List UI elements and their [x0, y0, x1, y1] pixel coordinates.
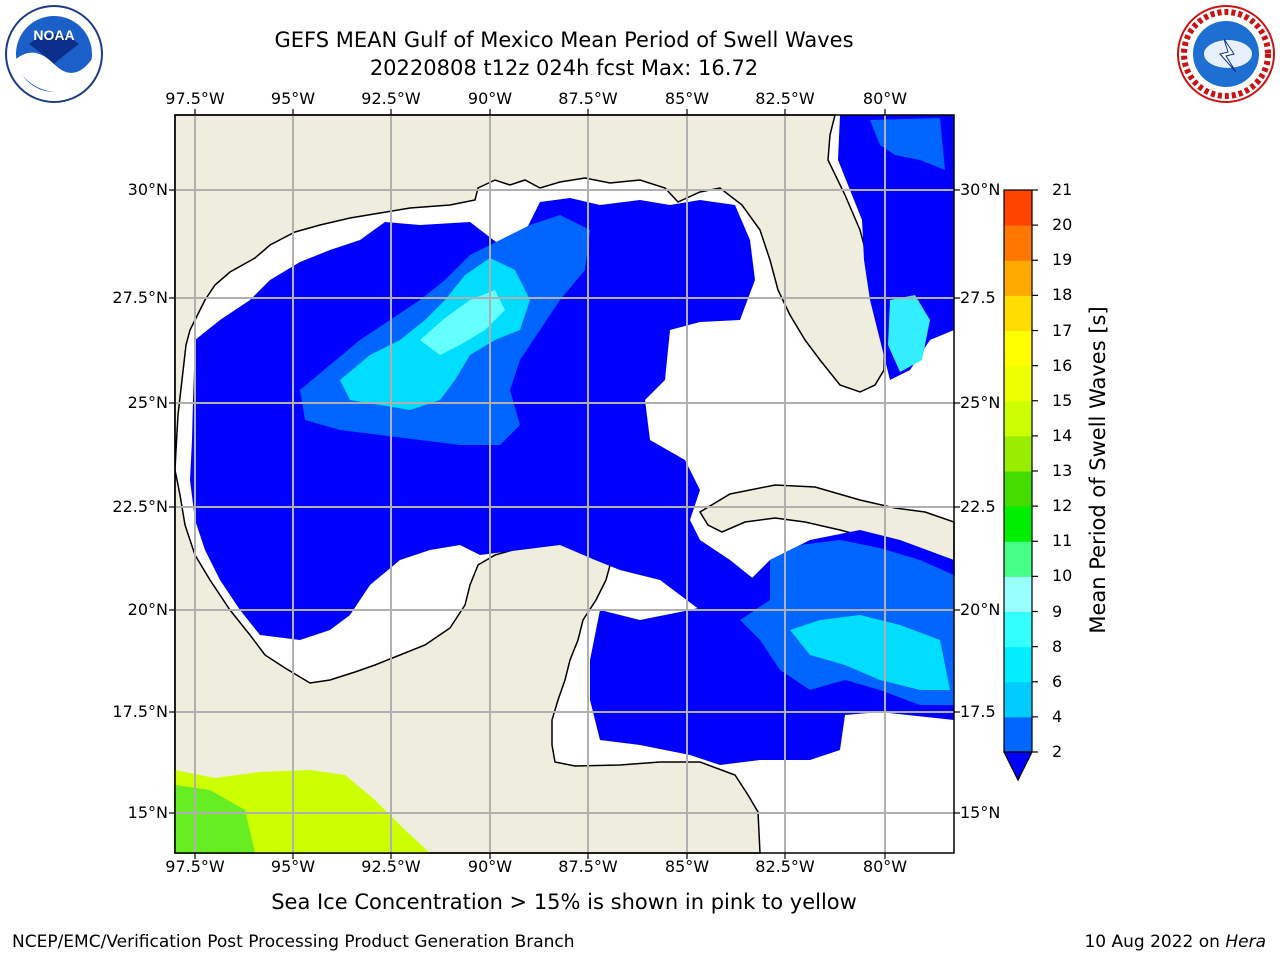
footer-host: Hera: [1225, 932, 1266, 952]
colorbar-segment: [1004, 506, 1032, 542]
lon-label-top: 85°W: [664, 89, 710, 108]
colorbar-segment: [1004, 260, 1032, 296]
lon-label-bottom: 97.5°W: [165, 857, 225, 876]
colorbar-segment: [1004, 225, 1032, 261]
colorbar-tick-label: 9: [1052, 601, 1063, 621]
lon-label-bottom: 90°W: [467, 857, 513, 876]
noaa-logo-icon: NOAA: [4, 4, 104, 104]
lat-label-left: 15°N: [127, 803, 168, 822]
lat-label-right: 27.5: [960, 288, 996, 307]
lat-label-right: 20°N: [960, 600, 1001, 619]
colorbar-tick-label: 13: [1052, 461, 1073, 480]
colorbar-segment: [1004, 716, 1032, 753]
colorbar-tick-label: 8: [1052, 636, 1063, 656]
lon-label-top: 95°W: [270, 89, 316, 108]
colorbar-segment: [1004, 681, 1032, 718]
map-gridlines: [175, 115, 954, 853]
lat-label-left: 27.5°N: [112, 288, 168, 307]
colorbar: [1003, 189, 1038, 782]
colorbar-segment: [1004, 611, 1032, 648]
swell-6-8s-caribbean: [790, 615, 950, 690]
lon-label-top: 80°W: [862, 89, 908, 108]
colorbar-label: Mean Period of Swell Waves [s]: [1086, 306, 1110, 634]
lat-label-left: 17.5°N: [112, 702, 168, 721]
lat-label-left: 25°N: [127, 393, 168, 412]
footer-credit: NCEP/EMC/Verification Post Processing Pr…: [12, 932, 575, 952]
colorbar-tick-label: 14: [1052, 425, 1073, 445]
lon-label-top: 97.5°W: [165, 89, 225, 108]
lon-label-top: 90°W: [467, 89, 513, 108]
colorbar-tick-label: 19: [1052, 250, 1073, 270]
swell-6-8s-atlantic: [888, 295, 930, 372]
footer-date-text: 10 Aug 2022 on: [1084, 932, 1226, 952]
lon-label-bottom: 92.5°W: [361, 857, 421, 876]
lat-label-right: 22.5: [960, 497, 996, 516]
lat-label-left: 22.5°N: [112, 497, 168, 516]
colorbar-tick-label: 18: [1052, 285, 1073, 305]
nws-logo-icon: [1176, 4, 1276, 104]
lat-label-right: 30°N: [960, 180, 1001, 199]
lat-label-right: 17.5: [960, 702, 996, 721]
lat-label-left: 20°N: [127, 600, 168, 619]
colorbar-tick-label: 2: [1052, 742, 1063, 761]
colorbar-tick-label: 12: [1052, 496, 1073, 516]
colorbar-segment: [1004, 435, 1032, 472]
lon-label-bottom: 87.5°W: [558, 857, 618, 876]
colorbar-tick-label: 20: [1052, 215, 1073, 235]
colorbar-tick-label: 4: [1052, 706, 1063, 726]
colorbar-tick-label: 11: [1052, 531, 1073, 551]
colorbar-segment: [1004, 576, 1032, 612]
lat-label-right: 15°N: [960, 803, 1001, 822]
lon-label-bottom: 80°W: [862, 857, 908, 876]
lon-label-bottom: 82.5°W: [755, 857, 815, 876]
colorbar-tick-label: 15: [1052, 390, 1073, 410]
noaa-logo-text: NOAA: [33, 27, 74, 43]
lon-label-top: 92.5°W: [361, 89, 421, 108]
map-ticks: [169, 109, 960, 859]
colorbar-segment: [1004, 190, 1032, 226]
colorbar-segment: [1004, 541, 1032, 577]
sea-ice-note: Sea Ice Concentration > 15% is shown in …: [271, 890, 857, 914]
swell-4-6s-atlantic: [870, 118, 945, 170]
colorbar-tick-label: 6: [1052, 671, 1063, 691]
colorbar-segment: [1004, 365, 1032, 402]
colorbar-segment: [1004, 646, 1032, 683]
colorbar-extend-min: [1003, 751, 1033, 782]
chart-title: GEFS MEAN Gulf of Mexico Mean Period of …: [274, 28, 854, 52]
lat-label-left: 30°N: [127, 180, 168, 199]
colorbar-tick-label: 10: [1052, 566, 1073, 586]
lon-label-top: 82.5°W: [755, 89, 815, 108]
footer-date: 10 Aug 2022 on Hera: [1084, 932, 1266, 952]
colorbar-segment: [1004, 471, 1032, 507]
map-frame: [174, 114, 955, 854]
lat-label-right: 25°N: [960, 393, 1001, 412]
colorbar-tick-label: 21: [1052, 180, 1073, 199]
colorbar-segment: [1004, 400, 1032, 437]
colorbar-segment: [1004, 330, 1032, 367]
colorbar-segment: [1004, 295, 1032, 331]
lon-label-bottom: 85°W: [664, 857, 710, 876]
lon-label-bottom: 95°W: [270, 857, 316, 876]
chart-subtitle: 20220808 t12z 024h fcst Max: 16.72: [369, 56, 759, 80]
swell-8-9s: [420, 290, 505, 355]
lon-label-top: 87.5°W: [558, 89, 618, 108]
colorbar-tick-label: 16: [1052, 355, 1073, 375]
colorbar-tick-label: 17: [1052, 320, 1073, 340]
